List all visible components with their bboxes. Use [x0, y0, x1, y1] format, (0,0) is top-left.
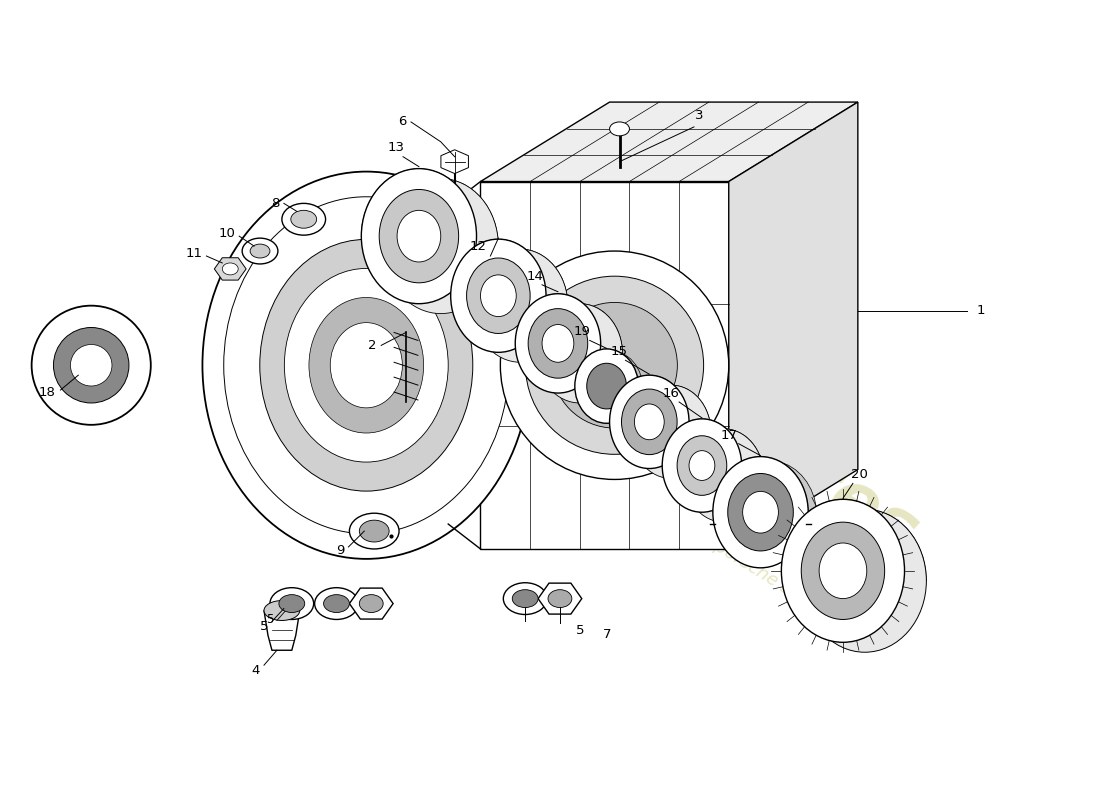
Ellipse shape [504, 582, 547, 614]
Text: 11: 11 [186, 246, 202, 259]
Text: 13: 13 [387, 141, 405, 154]
Ellipse shape [222, 263, 239, 275]
Ellipse shape [635, 404, 664, 440]
Ellipse shape [270, 588, 314, 619]
Ellipse shape [820, 543, 867, 598]
Polygon shape [264, 610, 300, 650]
Ellipse shape [242, 238, 278, 264]
Ellipse shape [662, 419, 741, 512]
Ellipse shape [542, 325, 574, 362]
Polygon shape [713, 457, 817, 516]
Ellipse shape [684, 429, 763, 522]
Text: 1: 1 [977, 304, 986, 317]
Ellipse shape [202, 171, 530, 559]
Ellipse shape [728, 474, 793, 551]
Ellipse shape [397, 210, 441, 262]
Ellipse shape [223, 197, 509, 534]
Ellipse shape [360, 520, 389, 542]
Text: eurospares: eurospares [507, 270, 931, 570]
Text: 5: 5 [260, 620, 268, 633]
Ellipse shape [282, 203, 326, 235]
Text: 3: 3 [695, 109, 703, 122]
Text: 14: 14 [527, 270, 543, 283]
Ellipse shape [781, 499, 904, 642]
Ellipse shape [548, 590, 572, 607]
Polygon shape [451, 239, 568, 306]
Ellipse shape [360, 594, 383, 613]
Ellipse shape [350, 514, 399, 549]
Ellipse shape [309, 298, 424, 433]
Text: 5: 5 [575, 625, 584, 638]
Text: a passion for porsche since 1985: a passion for porsche since 1985 [608, 473, 869, 646]
Polygon shape [575, 349, 642, 388]
Polygon shape [350, 588, 393, 619]
Ellipse shape [689, 450, 715, 481]
Ellipse shape [250, 244, 270, 258]
Ellipse shape [526, 276, 704, 454]
Polygon shape [538, 583, 582, 614]
Text: 2: 2 [367, 339, 376, 352]
Text: 12: 12 [470, 240, 487, 253]
Ellipse shape [500, 251, 728, 479]
Polygon shape [662, 419, 763, 475]
Text: 17: 17 [720, 429, 737, 442]
Ellipse shape [537, 304, 623, 403]
Text: 7: 7 [603, 629, 612, 642]
Polygon shape [781, 499, 926, 581]
Ellipse shape [678, 436, 727, 495]
Ellipse shape [742, 491, 779, 533]
Ellipse shape [713, 457, 808, 568]
Ellipse shape [473, 249, 568, 362]
Text: 6: 6 [397, 115, 406, 129]
Ellipse shape [466, 258, 530, 334]
Ellipse shape [609, 122, 629, 136]
Ellipse shape [32, 306, 151, 425]
Polygon shape [481, 102, 858, 182]
Polygon shape [361, 169, 498, 246]
Ellipse shape [290, 210, 317, 228]
Ellipse shape [260, 239, 473, 491]
Ellipse shape [575, 349, 638, 423]
Text: 10: 10 [218, 226, 235, 240]
Ellipse shape [528, 309, 587, 378]
Ellipse shape [513, 590, 538, 607]
Ellipse shape [515, 294, 601, 393]
Bar [481, 182, 728, 549]
Ellipse shape [451, 239, 546, 352]
Polygon shape [214, 258, 246, 280]
Text: 18: 18 [39, 386, 55, 398]
Text: 15: 15 [610, 346, 628, 358]
Text: 8: 8 [272, 197, 279, 210]
Ellipse shape [552, 302, 678, 428]
Text: 5: 5 [266, 614, 274, 626]
Ellipse shape [264, 601, 300, 621]
Ellipse shape [315, 588, 359, 619]
Polygon shape [441, 150, 469, 174]
Polygon shape [609, 375, 711, 432]
Ellipse shape [609, 375, 689, 469]
Text: 19: 19 [573, 326, 591, 338]
Ellipse shape [379, 190, 459, 283]
Text: 20: 20 [851, 469, 868, 482]
Ellipse shape [285, 269, 448, 462]
Ellipse shape [70, 345, 112, 386]
Ellipse shape [323, 594, 350, 613]
Text: 16: 16 [662, 387, 680, 400]
Ellipse shape [383, 178, 498, 314]
Ellipse shape [631, 385, 711, 478]
Text: 4: 4 [252, 664, 260, 677]
Ellipse shape [279, 594, 305, 613]
Ellipse shape [54, 327, 129, 403]
Ellipse shape [481, 275, 516, 317]
Ellipse shape [621, 389, 678, 454]
Text: 9: 9 [337, 545, 344, 558]
Ellipse shape [586, 363, 627, 409]
Polygon shape [728, 102, 858, 549]
Ellipse shape [801, 522, 884, 619]
Ellipse shape [803, 510, 926, 652]
Ellipse shape [330, 322, 403, 408]
Polygon shape [515, 294, 623, 354]
Ellipse shape [361, 169, 476, 304]
